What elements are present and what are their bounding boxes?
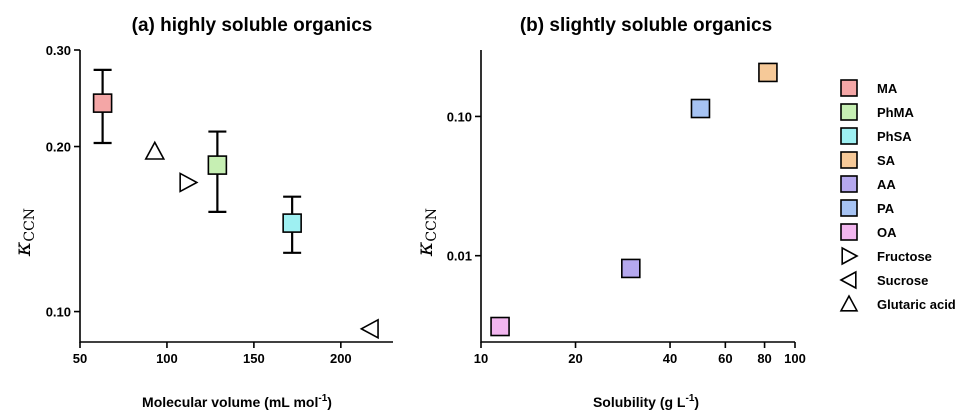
- legend-marker-sa: [840, 151, 858, 169]
- legend-item-fructose: Fructose: [841, 246, 932, 266]
- panel-a-y-axis-label: κCCN: [11, 208, 38, 257]
- panel-b-xlabel-end: ): [694, 394, 699, 410]
- panel-a-xlabel-text: Molecular volume (mL mol: [142, 394, 318, 410]
- legend-label-aa: AA: [877, 177, 896, 192]
- panel-a-x-axis-label: Molecular volume (mL mol-1): [142, 393, 332, 410]
- legend-item-glutaric-acid: Glutaric acid: [839, 294, 956, 312]
- legend-marker-glutaric-acid: [839, 294, 859, 312]
- legend-item-sucrose: Sucrose: [839, 270, 928, 290]
- panel-a-x-tick-label: 200: [330, 351, 352, 366]
- panel-a-ylabel-main: κ: [11, 241, 36, 257]
- legend-marker-aa: [840, 175, 858, 193]
- legend-label-pa: PA: [877, 201, 895, 216]
- panel-a-xlabel-sup: -1: [318, 393, 327, 404]
- panel-b-x-tick-label: 100: [784, 351, 806, 366]
- panel-a-plot-area: 50 100 150 200 0.10 0.20 0.30: [46, 43, 393, 366]
- panel-b-xlabel-text: Solubility (g L: [593, 394, 686, 410]
- panel-a-point-phsa: [282, 213, 302, 233]
- panel-b-x-axis-label: Solubility (g L-1): [593, 393, 699, 410]
- svg-text:κCCN: κCCN: [11, 208, 38, 257]
- panel-b-y-tick-label: 0.01: [447, 249, 472, 264]
- panel-b-y-axis-label: κCCN: [413, 208, 440, 257]
- panel-b-x-tick-label: 80: [757, 351, 771, 366]
- panel-b-axes: [480, 50, 795, 343]
- legend-label-glutaric-acid: Glutaric acid: [877, 297, 956, 312]
- panel-b-x-tick-label: 40: [663, 351, 677, 366]
- legend-marker-ma: [840, 79, 858, 97]
- legend-item-phma: PhMA: [840, 103, 914, 121]
- legend-marker-fructose: [841, 246, 859, 266]
- panel-b-point-sa: [758, 62, 778, 83]
- legend-item-aa: AA: [840, 175, 896, 193]
- panel-b-point-aa: [621, 258, 641, 279]
- panel-a-title: (a) highly soluble organics: [132, 15, 373, 36]
- panel-a-ylabel-sub: CCN: [22, 208, 38, 242]
- panel-a-axes: [79, 50, 393, 343]
- panel-b-ylabel-main: κ: [413, 241, 438, 257]
- panel-b-x-tick-label: 10: [474, 351, 488, 366]
- legend-marker-phma: [840, 103, 858, 121]
- legend-item-sa: SA: [840, 151, 896, 169]
- panel-b-plot-area: 10 20 40 60 80 100 0.01 0.10: [447, 50, 806, 366]
- legend-marker-phsa: [840, 127, 858, 145]
- panel-b-xlabel-sup: -1: [685, 393, 694, 404]
- panel-a-y-tick-label: 0.30: [46, 43, 71, 58]
- panel-b-title: (b) slightly soluble organics: [520, 15, 772, 36]
- legend: MA PhMA PhSA SA AA PA OA Fructose Sucrose Glutari…: [839, 79, 956, 312]
- panel-a-y-tick-label: 0.10: [46, 305, 71, 320]
- legend-item-oa: OA: [840, 223, 897, 241]
- panel-a: (a) highly soluble organics κCCN Molecul…: [11, 15, 393, 410]
- legend-marker-oa: [840, 223, 858, 241]
- panel-a-x-tick-label: 50: [73, 351, 87, 366]
- panel-b-x-tick-label: 60: [718, 351, 732, 366]
- legend-item-pa: PA: [840, 199, 895, 217]
- legend-label-phsa: PhSA: [877, 129, 912, 144]
- panel-a-point-sucrose: [359, 318, 379, 340]
- panel-a-x-tick-label: 150: [243, 351, 265, 366]
- panel-b-x-tick-label: 20: [568, 351, 582, 366]
- legend-label-fructose: Fructose: [877, 249, 932, 264]
- svg-text:κCCN: κCCN: [413, 208, 440, 257]
- panel-b-y-tick-label: 0.10: [447, 109, 472, 124]
- panel-b-point-oa: [490, 316, 510, 337]
- legend-label-oa: OA: [877, 225, 897, 240]
- panel-b: (b) slightly soluble organics κCCN Solub…: [413, 15, 806, 410]
- legend-label-phma: PhMA: [877, 105, 914, 120]
- panel-b-ylabel-sub: CCN: [424, 208, 440, 242]
- panel-a-y-tick-label: 0.20: [46, 140, 71, 155]
- legend-label-sucrose: Sucrose: [877, 273, 928, 288]
- legend-label-ma: MA: [877, 81, 898, 96]
- legend-label-sa: SA: [877, 153, 896, 168]
- legend-item-phsa: PhSA: [840, 127, 912, 145]
- legend-item-ma: MA: [840, 79, 898, 97]
- panel-a-point-glutaric-acid: [144, 140, 166, 160]
- panel-a-point-fructose: [179, 172, 199, 193]
- panel-a-x-tick-label: 100: [156, 351, 178, 366]
- panel-a-point-ma: [92, 93, 113, 113]
- panel-b-point-pa: [690, 98, 711, 119]
- legend-marker-pa: [840, 199, 858, 217]
- panel-a-point-phma: [207, 155, 228, 175]
- panel-a-xlabel-end: ): [327, 394, 332, 410]
- legend-marker-sucrose: [839, 270, 857, 290]
